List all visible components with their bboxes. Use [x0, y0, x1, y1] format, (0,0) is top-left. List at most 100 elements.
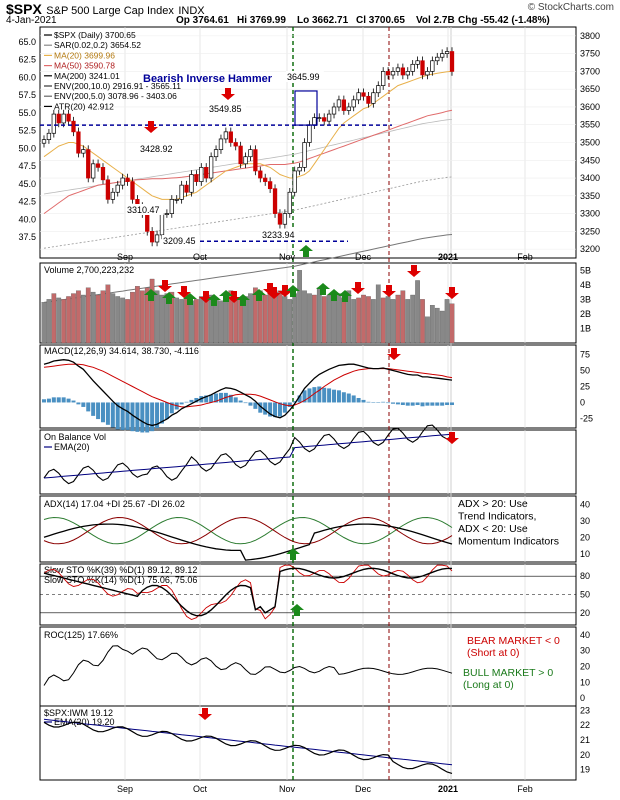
volume-bar — [434, 307, 440, 344]
macd-histogram-bar — [100, 402, 105, 423]
price-candle — [105, 179, 111, 200]
plus-di-line — [43, 516, 453, 545]
ratio-line — [43, 721, 453, 774]
macd-histogram-bar — [440, 402, 445, 406]
macd-histogram-bar — [228, 394, 233, 403]
macd-histogram-bar — [155, 402, 160, 428]
volume-axis-tick: 2B — [580, 309, 591, 319]
price-axis-tick-left: 65.0 — [18, 37, 36, 47]
volume-bar — [356, 297, 361, 344]
price-candle — [381, 71, 386, 86]
price-candle — [174, 199, 179, 201]
volume-bar — [76, 290, 81, 344]
volume-axis-tick: 3B — [580, 294, 591, 304]
volume-bar — [115, 296, 121, 344]
macd-histogram-bar — [214, 393, 219, 403]
adx-axis-tick: 20 — [580, 532, 590, 542]
macd-histogram-bar — [46, 398, 51, 403]
obv-down-arrow — [445, 432, 459, 444]
macd-histogram-bar — [96, 402, 101, 420]
adx-annotation-line: ADX < 20: Use — [458, 523, 528, 535]
volume-bar — [139, 290, 145, 344]
price-axis-tick-right: 3550 — [580, 120, 600, 130]
price-candle — [449, 51, 455, 72]
volume-up-arrow — [144, 289, 158, 301]
price-axis-tick-left: 45.0 — [18, 179, 36, 189]
macd-histogram-bar — [351, 395, 356, 403]
macd-histogram-bar — [130, 402, 135, 432]
macd-histogram-bar — [405, 402, 410, 406]
price-candle — [287, 191, 292, 214]
price-candle — [238, 145, 243, 165]
price-axis-tick-right: 3200 — [580, 244, 600, 254]
price-axis-tick-right: 3750 — [580, 49, 600, 59]
macd-histogram-bar — [51, 397, 56, 403]
bottom-x-label: Nov — [279, 784, 296, 794]
macd-histogram-bar — [66, 398, 71, 403]
volume-bar — [233, 297, 239, 344]
volume-bar — [120, 297, 126, 344]
macd-histogram-bar — [371, 402, 376, 403]
ratio-axis-tick: 23 — [580, 705, 590, 715]
price-candle — [145, 213, 150, 232]
macd-histogram-bar — [322, 387, 327, 403]
price-candle — [405, 71, 410, 76]
ratio-title: $SPX:IWM 19.12 — [44, 708, 113, 718]
change-label: Chg -55.42 (-1.48%) — [458, 15, 550, 26]
macd-histogram-bar — [169, 402, 174, 414]
legend-entry: SAR(0.02,0.2) 3654.52 — [54, 40, 141, 50]
volume-bar — [395, 294, 401, 344]
macd-histogram-bar — [341, 392, 346, 403]
annotation-price-3428.92: 3428.92 — [140, 144, 173, 154]
price-candle — [444, 51, 450, 55]
price-candle — [184, 184, 189, 193]
volume-bar — [90, 291, 96, 344]
roc-bull-annotation: BULL MARKET > 0 — [463, 667, 553, 679]
sto-axis-tick: 80 — [580, 571, 590, 581]
price-candle — [361, 92, 366, 97]
price-candle — [356, 92, 361, 101]
macd-down-arrow — [387, 348, 401, 360]
ma50-line — [43, 109, 453, 215]
volume-up-arrow — [183, 293, 197, 305]
price-candle — [149, 230, 155, 243]
volume-bar — [194, 299, 199, 344]
volume-bar — [425, 316, 430, 344]
price-candle — [267, 181, 273, 190]
volume-up-arrow — [252, 289, 266, 301]
macd-axis-tick: 25 — [580, 382, 590, 392]
price-axis-tick-right: 3500 — [580, 138, 600, 148]
price-candle — [366, 95, 371, 104]
price-candle — [420, 60, 425, 76]
volume-bar — [439, 310, 445, 344]
volume-up-arrow — [162, 292, 176, 304]
macd-histogram-bar — [233, 397, 238, 403]
price-candle — [282, 213, 288, 225]
volume-bar — [375, 284, 381, 344]
ratio-legend-ema: EMA(20) 19.20 — [54, 717, 115, 727]
price-candle — [400, 67, 405, 76]
price-axis-tick-left: 52.5 — [18, 126, 36, 136]
volume-bar — [208, 294, 214, 344]
price-candle — [341, 99, 347, 111]
adx-axis-tick: 40 — [580, 499, 590, 509]
price-candle — [312, 117, 317, 126]
price-candle — [56, 113, 61, 124]
adx-annotation-line: Momentum Indicators — [458, 536, 559, 548]
obv-ema-line — [43, 433, 453, 479]
legend-entry: $SPX (Daily) 3700.65 — [54, 30, 136, 40]
macd-histogram-bar — [273, 402, 278, 418]
volume-bar — [405, 299, 411, 344]
price-candle — [91, 163, 96, 179]
exchange-label: INDX — [178, 5, 205, 17]
volume-bar — [154, 290, 160, 344]
price-candle — [307, 124, 312, 143]
macd-histogram-bar — [386, 402, 391, 404]
price-candle — [243, 156, 248, 165]
macd-histogram-bar — [420, 402, 425, 407]
macd-histogram-bar — [391, 402, 396, 404]
sto-axis-tick: 20 — [580, 608, 590, 618]
symbol-label: $SPX — [6, 1, 42, 17]
price-down-arrow — [144, 121, 158, 133]
price-axis-tick-right: 3400 — [580, 173, 600, 183]
